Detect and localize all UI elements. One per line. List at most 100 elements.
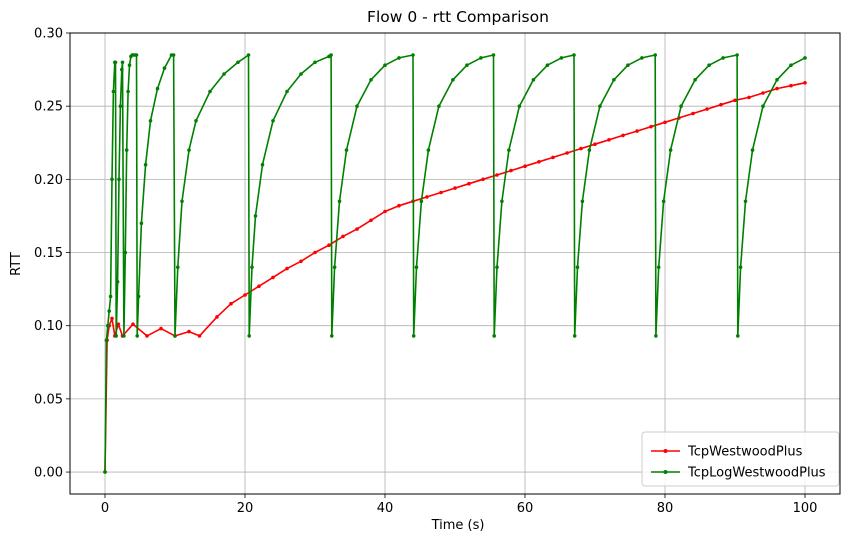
data-point [495,173,499,177]
data-point [612,78,616,82]
data-point [118,104,123,108]
data-point [236,60,240,65]
data-point [656,265,661,270]
data-point [426,148,431,152]
data-point [580,199,585,204]
data-point [285,266,289,271]
data-point [327,243,331,247]
legend-label-tcpwestwoodplus: TcpWestwoodPlus [687,445,803,460]
data-point [171,53,176,57]
data-point [761,91,765,95]
data-point [492,334,497,338]
series-line-tcplogwestwoodplus [104,54,806,473]
data-point [246,53,251,57]
data-point [355,104,359,108]
data-point [250,265,254,270]
data-point [668,148,673,152]
y-tick-label: 0.20 [34,173,63,188]
data-point [162,66,167,70]
data-point [344,148,349,152]
y-tick-label: 0.30 [34,27,63,42]
data-point [104,338,109,343]
data-point [693,78,697,82]
data-point [120,67,124,72]
data-point [215,315,219,319]
data-point [411,53,415,57]
data-point [481,177,485,182]
data-point [626,63,630,67]
data-point [733,98,737,103]
data-point [120,60,125,65]
x-axis-label: Time (s) [431,518,485,533]
data-point [257,284,261,289]
data-point [750,148,755,152]
chart-title: Flow 0 - rtt Comparison [367,8,549,26]
data-point [222,72,226,76]
data-point [123,250,128,255]
data-point [115,280,120,284]
data-point [587,148,592,152]
data-point [329,53,333,57]
data-point [383,209,387,214]
y-tick-label: 0.25 [34,100,63,115]
data-point [173,334,177,338]
data-point [465,63,469,67]
data-point [593,142,597,146]
data-point [500,199,504,204]
data-point [136,294,141,299]
data-point [383,63,387,67]
data-point [397,56,401,60]
data-point [180,199,184,204]
data-point [369,218,373,223]
data-point [299,259,303,264]
data-point [187,148,191,152]
data-point [411,334,416,338]
axis-ticks: 0 20 40 60 80 100 0.00 0.05 0.10 0.15 0.20 0.25 0.30 [34,27,817,517]
data-point [523,164,527,168]
data-point [122,334,126,338]
data-point [397,203,401,208]
data-point [743,199,748,204]
legend-label-tcplogwestwoodplus: TcpLogWestwoodPlus [687,466,826,481]
x-tick-label: 80 [657,501,674,516]
data-point [103,470,107,474]
plot-frame [69,32,841,495]
y-tick-label: 0.10 [34,319,63,334]
x-tick-label: 60 [517,501,534,516]
data-point [148,119,153,123]
x-tick-label: 0 [101,501,109,516]
data-point [789,83,793,88]
series-tcplogwestwoodplus [103,53,807,474]
data-point [747,95,751,100]
data-point [260,162,265,167]
data-point [194,119,198,123]
data-point [355,227,359,231]
data-point [337,199,342,204]
data-point [491,53,496,57]
plot-series [103,53,807,474]
legend-box [641,431,840,487]
data-point [341,234,345,239]
x-tick-label: 100 [793,501,818,516]
data-point [735,53,739,57]
data-point [679,104,683,108]
data-point [134,53,139,57]
data-point [663,120,667,125]
data-point [621,133,625,138]
data-point [736,334,740,338]
data-point [775,86,779,91]
data-point [649,124,653,129]
data-point [127,63,132,67]
data-point [369,78,373,82]
data-point [107,309,111,313]
data-point [332,265,337,270]
data-point [253,214,258,218]
data-point [111,89,116,94]
data-point [719,102,723,107]
data-point [775,78,779,82]
data-point [414,265,419,270]
data-point [135,334,139,338]
data-point [313,60,317,65]
data-point [330,334,334,338]
data-point [467,181,471,186]
